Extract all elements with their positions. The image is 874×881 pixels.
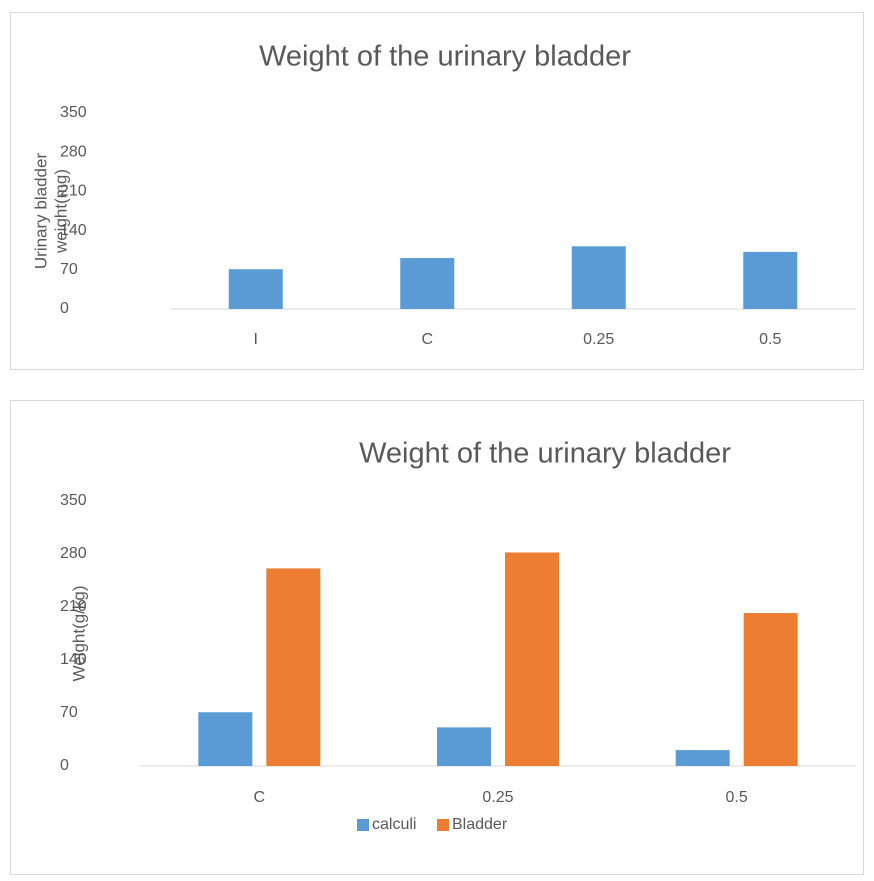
- y-tick-label: 0: [60, 300, 69, 317]
- bar: [505, 552, 559, 766]
- bar: [743, 251, 798, 309]
- y-tick-label: 140: [60, 651, 87, 668]
- bar: [400, 258, 455, 309]
- x-tick-label: C: [421, 331, 433, 348]
- y-tick-label: 350: [60, 492, 87, 509]
- x-tick-label: 0.25: [482, 789, 513, 806]
- y-axis-label: Urinary bladder: [31, 153, 50, 270]
- legend-label: Bladder: [452, 816, 508, 833]
- y-tick-label: 350: [60, 104, 87, 121]
- chart-frame: [10, 12, 864, 370]
- chart-frame: [10, 400, 864, 875]
- y-tick-label: 280: [60, 143, 87, 160]
- bar: [198, 712, 253, 766]
- y-axis-label: Weight(g/kg): [69, 585, 88, 681]
- x-tick-label: C: [254, 789, 266, 806]
- chart-title: Weight of the urinary bladder: [259, 41, 631, 73]
- y-axis-label: weight(mg): [51, 169, 70, 254]
- bar: [437, 727, 491, 766]
- bar: [743, 613, 798, 766]
- y-tick-label: 70: [60, 704, 78, 721]
- y-tick-label: 210: [60, 183, 87, 200]
- bar: [571, 246, 626, 309]
- legend-swatch: [357, 819, 369, 831]
- bar: [266, 568, 321, 766]
- y-tick-label: 280: [60, 545, 87, 562]
- x-tick-label: 0.5: [726, 789, 748, 806]
- bar: [675, 750, 730, 766]
- chart-title: Weight of the urinary bladder: [359, 438, 731, 470]
- x-tick-label: 0.25: [583, 331, 614, 348]
- legend-label: calculi: [372, 816, 416, 833]
- y-tick-label: 0: [60, 757, 69, 774]
- legend-swatch: [437, 819, 449, 831]
- x-tick-label: 0.5: [759, 331, 781, 348]
- y-tick-label: 210: [60, 598, 87, 615]
- y-tick-label: 140: [60, 222, 87, 239]
- x-tick-label: I: [254, 331, 258, 348]
- y-tick-label: 70: [60, 261, 78, 278]
- bar: [228, 269, 283, 309]
